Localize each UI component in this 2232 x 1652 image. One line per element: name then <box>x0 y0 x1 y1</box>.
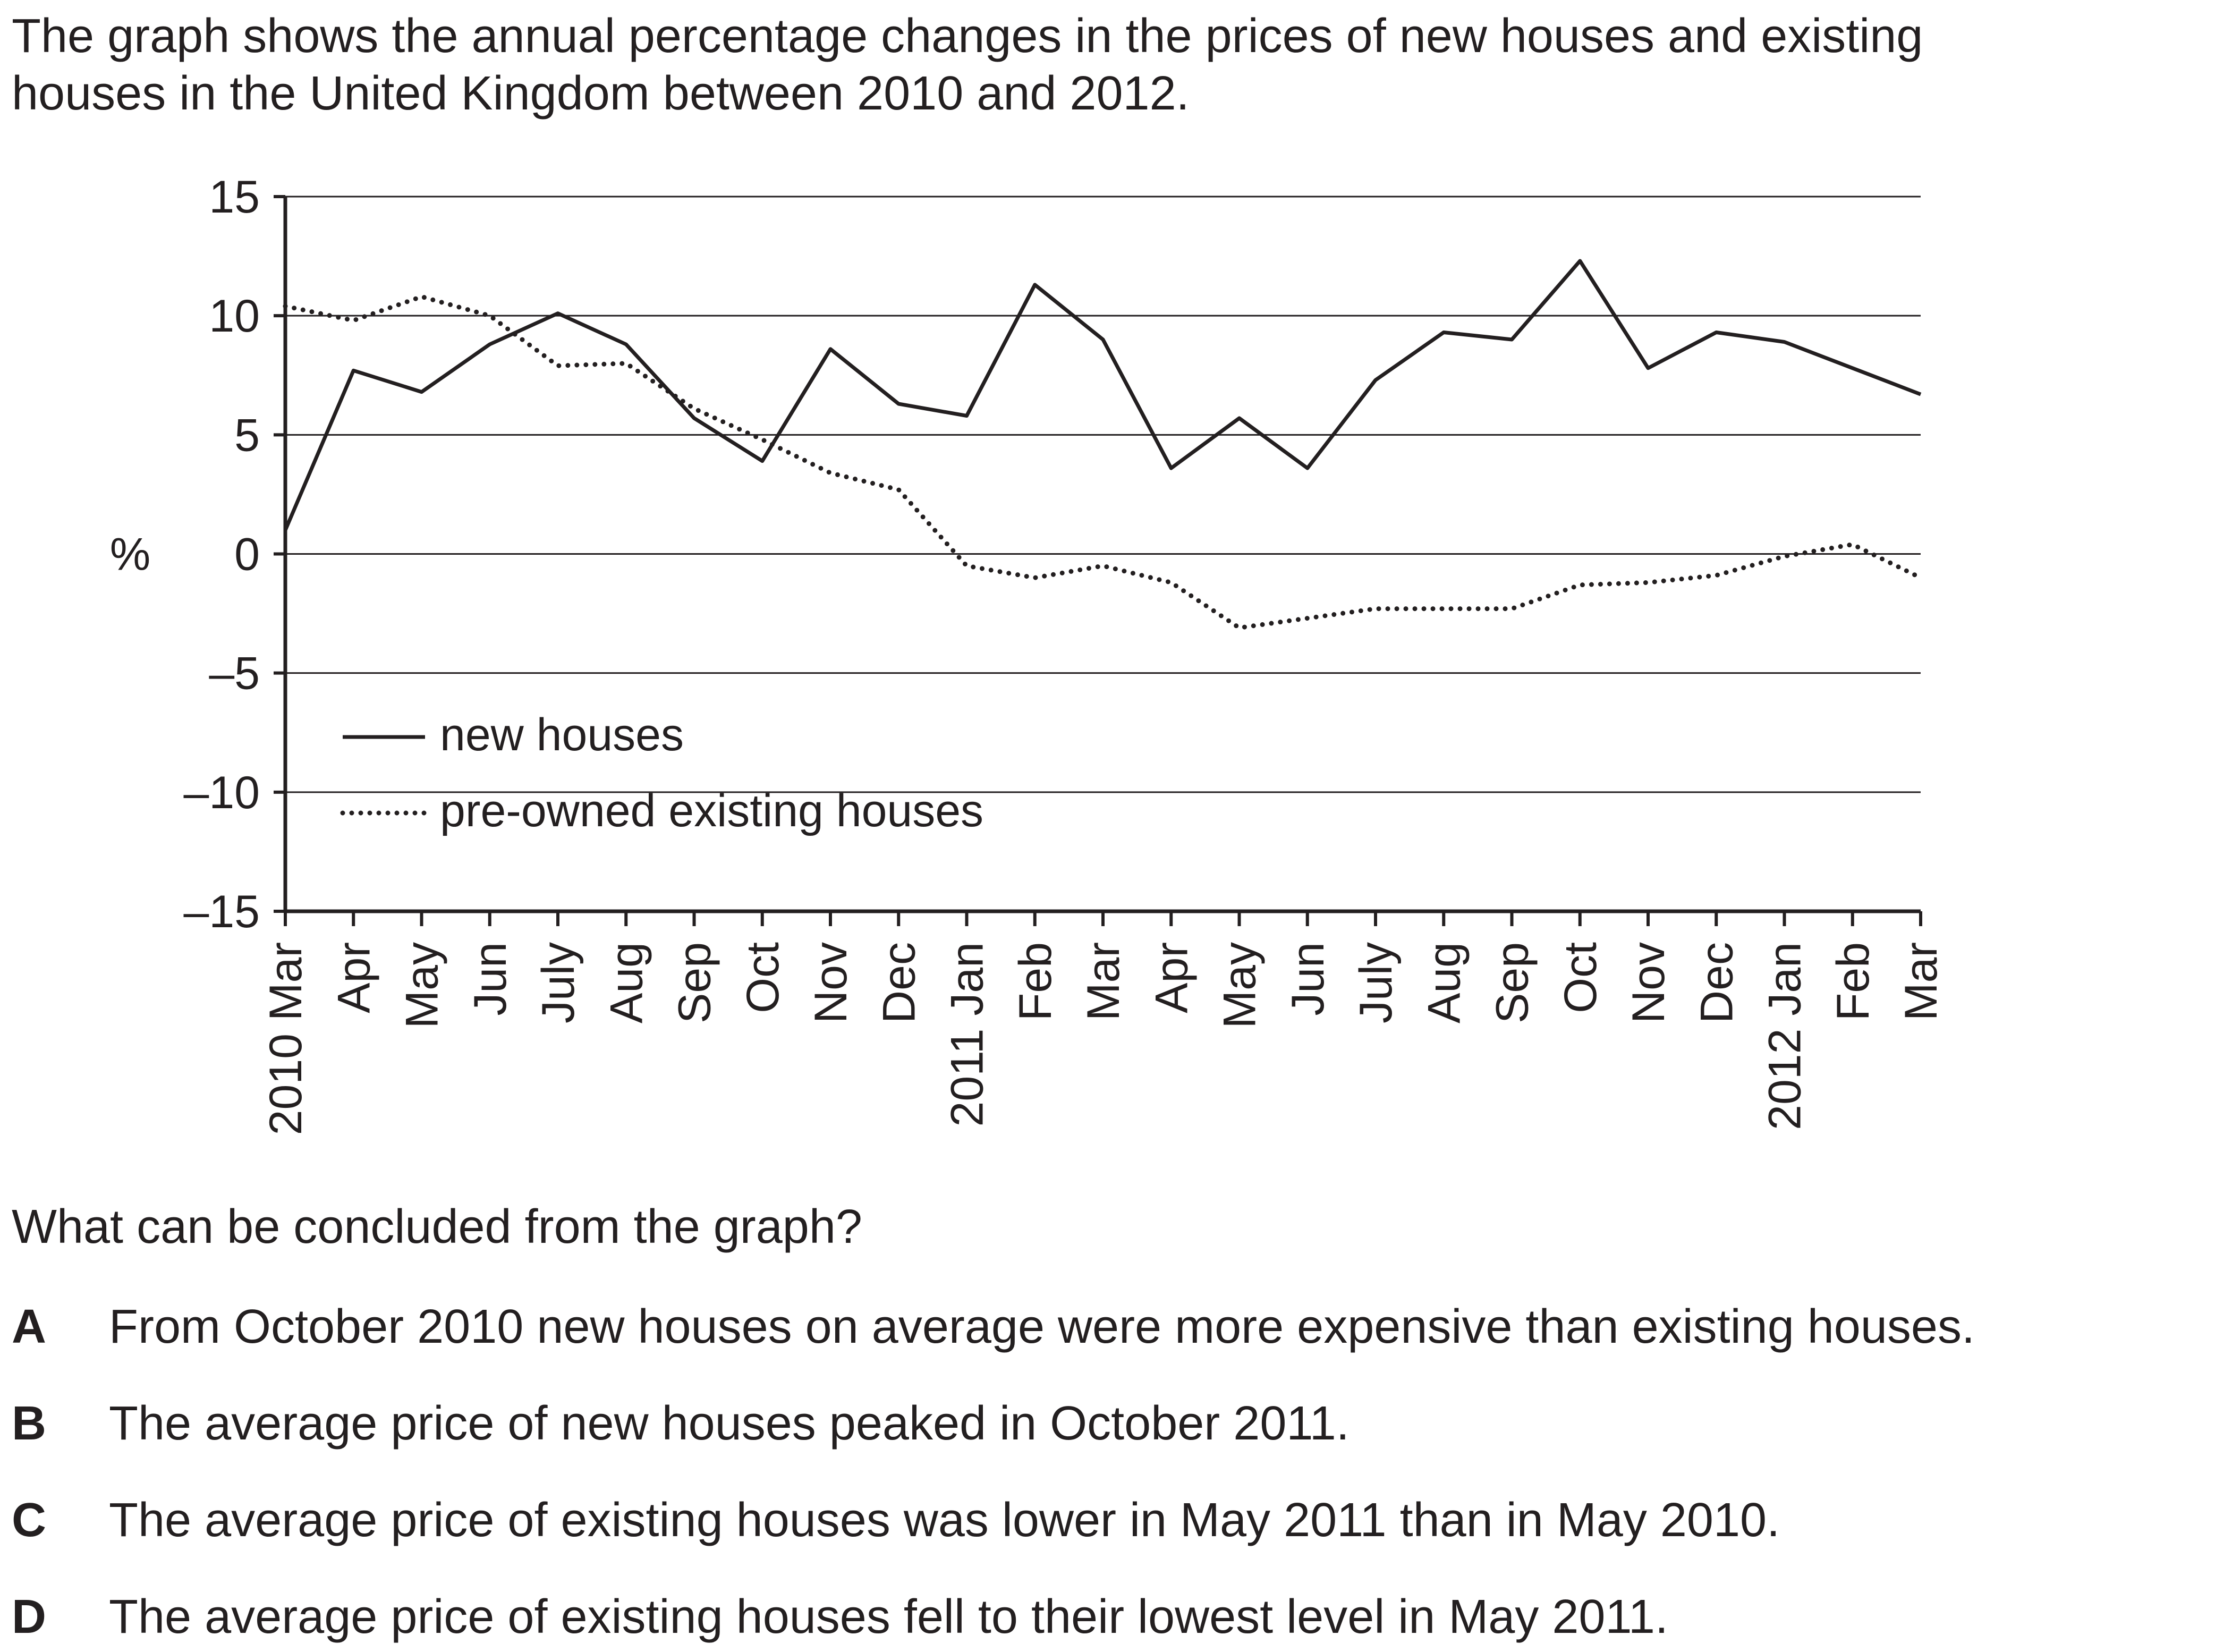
option-d-letter: D <box>12 1590 46 1643</box>
x-tick-label: 2010 Mar <box>260 942 311 1135</box>
legend-label: pre-owned existing houses <box>440 785 983 836</box>
question-text: What can be concluded from the graph? <box>12 1200 862 1253</box>
option-b-text: The average price of new houses peaked i… <box>109 1397 1350 1450</box>
x-tick-label: Feb <box>1828 942 1879 1021</box>
y-tick-label: –15 <box>184 886 260 937</box>
y-tick-label: 0 <box>234 529 260 580</box>
option-a-text: From October 2010 new houses on average … <box>109 1300 1975 1353</box>
x-tick-label: Oct <box>737 942 788 1013</box>
x-tick-label: Apr <box>328 942 379 1013</box>
x-tick-label: Jun <box>465 942 516 1016</box>
y-tick-label: –5 <box>209 648 260 699</box>
legend-label: new houses <box>440 709 684 760</box>
x-tick-label: Nov <box>805 942 856 1023</box>
line-chart: 15 10 5 0 –5 –10 –15% 2010 Mar Apr May Jun July Aug S… <box>110 172 1947 1135</box>
y-tick-label: –10 <box>184 767 260 818</box>
x-tick-label: July <box>1351 942 1402 1023</box>
option-b-letter: B <box>12 1397 46 1450</box>
x-tick-label: Jun <box>1283 942 1334 1016</box>
intro-text: The graph shows the annual percentage ch… <box>12 7 2190 122</box>
x-tick-label: 2011 Jan <box>942 942 993 1127</box>
intro-line-2: houses in the United Kingdom between 201… <box>12 67 1190 120</box>
x-tick-label: Mar <box>1078 942 1129 1021</box>
x-tick-label: Nov <box>1623 942 1674 1023</box>
x-tick-label: Dec <box>1691 942 1742 1023</box>
y-tick-label: 5 <box>234 410 260 461</box>
x-tick-label: Sep <box>669 942 720 1023</box>
legend: new houses pre-owned existing houses <box>340 709 983 836</box>
series-line-new-houses <box>283 259 1922 531</box>
x-tick-label: Feb <box>1010 942 1061 1021</box>
x-tick-label: Aug <box>1419 942 1470 1023</box>
option-a-letter: A <box>12 1300 46 1353</box>
x-tick-label: 2012 Jan <box>1760 942 1811 1130</box>
x-tick-label: Apr <box>1146 942 1197 1013</box>
axes: 15 10 5 0 –5 –10 –15% 2010 Mar Apr May Jun July Aug S… <box>110 172 1947 1135</box>
x-tick-label: Dec <box>873 942 924 1023</box>
x-tick-label: July <box>533 942 584 1023</box>
option-d-text: The average price of existing houses fel… <box>109 1590 1668 1643</box>
x-tick-label: Sep <box>1487 942 1538 1023</box>
option-c-text: The average price of existing houses was… <box>109 1494 1780 1547</box>
x-tick-label: May <box>1215 942 1266 1028</box>
series-line-existing-houses <box>283 294 1923 630</box>
y-tick-label: 15 <box>209 172 260 223</box>
series-lines <box>283 259 1923 630</box>
option-c-letter: C <box>12 1494 46 1547</box>
grid-lines <box>285 196 1921 793</box>
x-tick-label: Oct <box>1555 942 1606 1013</box>
y-axis-label: % <box>110 529 150 580</box>
x-tick-label: May <box>397 942 448 1028</box>
x-tick-label: Mar <box>1896 942 1947 1021</box>
intro-line-1: The graph shows the annual percentage ch… <box>12 10 1923 63</box>
x-tick-label: Aug <box>601 942 652 1023</box>
y-tick-label: 10 <box>209 291 260 342</box>
